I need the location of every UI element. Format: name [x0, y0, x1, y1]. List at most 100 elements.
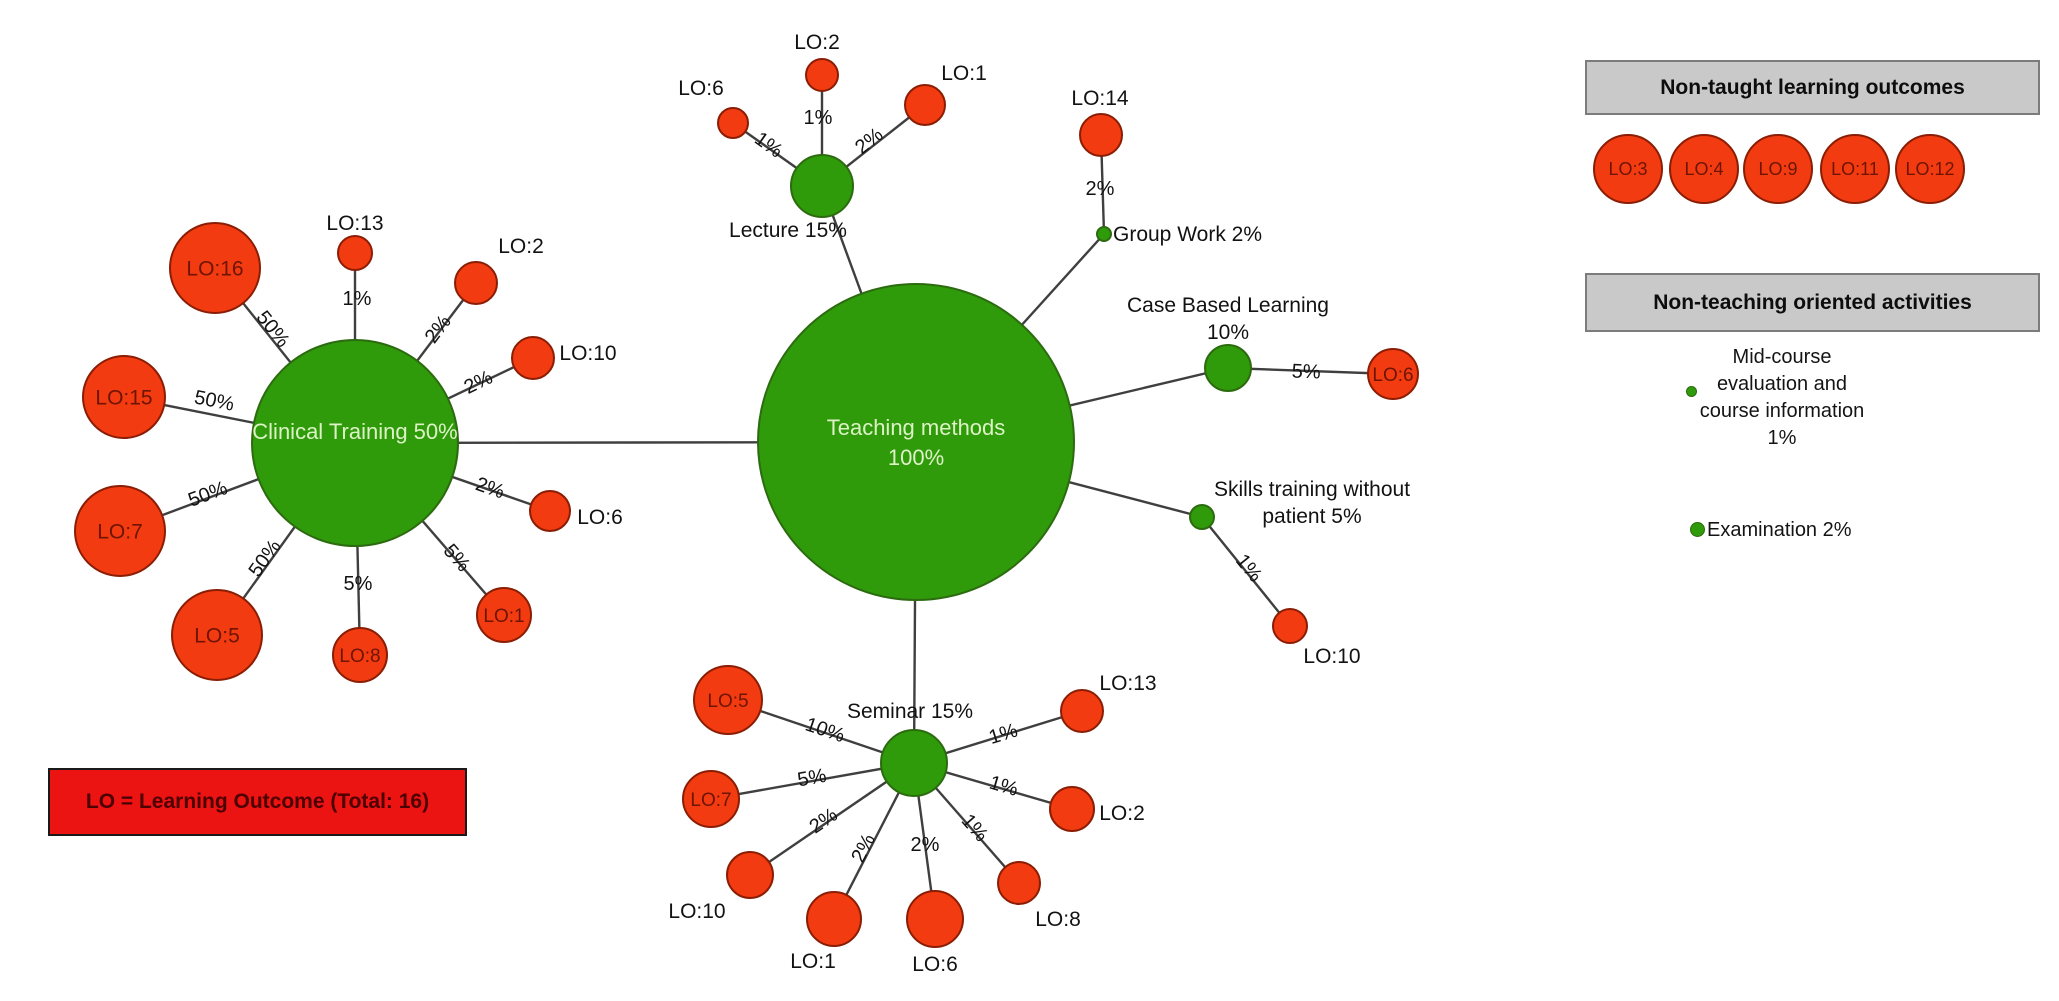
non-taught-lo-chip: LO:3	[1593, 134, 1663, 204]
edge-percent-clinical-c-lo16: 50%	[252, 307, 294, 352]
examination-text: Examination 2%	[1707, 519, 1852, 541]
edge-percent-skills-sk-lo10: 1%	[1231, 550, 1266, 586]
node-label-s-lo2: LO:2	[1099, 802, 1145, 825]
edge-case-cb-lo6	[1227, 366, 1394, 376]
node-c-lo13	[337, 235, 373, 271]
edge-percent-clinical-c-lo13: 1%	[343, 288, 372, 310]
hub-text-teaching: Teaching methods	[827, 415, 1006, 440]
node-l-lo6	[717, 107, 749, 139]
node-seminar	[880, 729, 948, 797]
node-label-s-lo13: LO:13	[1099, 672, 1156, 695]
node-label-s-lo6: LO:6	[912, 953, 958, 976]
node-sk-lo10	[1272, 608, 1308, 644]
node-s-lo13	[1060, 689, 1104, 733]
node-skills	[1189, 504, 1215, 530]
non-taught-lo-label: LO:4	[1684, 158, 1724, 179]
node-clinical	[251, 339, 459, 547]
node-l-lo2	[805, 58, 839, 92]
node-label-case: 10%	[1207, 321, 1249, 344]
edge-percent-seminar-s-lo13: 1%	[986, 719, 1020, 749]
node-label-sk-lo10: LO:10	[1303, 645, 1360, 668]
midcourse-line: course information	[1699, 400, 1865, 422]
node-l-lo1	[904, 84, 946, 126]
edge-percent-clinical-c-lo8: 5%	[344, 573, 373, 595]
node-text-c-lo8: LO:8	[339, 646, 380, 667]
node-text-c-lo7: LO:7	[97, 521, 143, 544]
edge-percent-clinical-c-lo7: 50%	[185, 477, 230, 512]
node-label-c-lo10: LO:10	[559, 342, 616, 365]
node-s-lo10	[726, 851, 774, 899]
legend-box: LO = Learning Outcome (Total: 16)	[48, 768, 467, 836]
hub-text-teaching: 100%	[888, 445, 944, 470]
edge-percent-case-cb-lo6: 5%	[1291, 360, 1321, 383]
edge-percent-clinical-c-lo6: 2%	[473, 473, 508, 503]
non-teaching-title-box: Non-teaching oriented activities	[1585, 273, 2040, 332]
node-label-skills: patient 5%	[1262, 505, 1361, 528]
edge-percent-groupwork-lo14: 2%	[1086, 178, 1115, 200]
nodes	[74, 58, 1419, 948]
node-s-lo5	[693, 665, 763, 735]
node-case	[1204, 344, 1252, 392]
non-taught-lo-label: LO:12	[1905, 158, 1955, 179]
labels: 50%1%2%2%2%5%5%50%50%50%1%1%2%2%5%1%10%5…	[95, 31, 1413, 976]
node-s-lo1	[806, 891, 862, 947]
node-s-lo6	[906, 890, 964, 948]
non-taught-lo-label: LO:9	[1758, 158, 1798, 179]
node-label-c-lo13: LO:13	[326, 212, 383, 235]
non-taught-lo-chip: LO:11	[1820, 134, 1890, 204]
node-c-lo1	[476, 587, 532, 643]
midcourse-label: Mid-course evaluation and course informa…	[1662, 344, 1902, 452]
non-taught-lo-chip: LO:12	[1895, 134, 1965, 204]
midcourse-dot-icon	[1686, 386, 1697, 397]
node-label-c-lo2: LO:2	[498, 235, 544, 258]
non-taught-lo-chip: LO:4	[1669, 134, 1739, 204]
node-label-l-lo2: LO:2	[794, 31, 840, 54]
node-label-case: Case Based Learning	[1127, 294, 1329, 317]
node-text-c-lo1: LO:1	[483, 606, 524, 627]
node-c-lo7	[74, 485, 166, 577]
non-taught-lo-label: LO:11	[1831, 158, 1879, 179]
node-cb-lo6	[1367, 348, 1419, 400]
midcourse-line: Mid-course	[1732, 346, 1832, 368]
node-lecture	[790, 154, 854, 218]
node-label-s-lo1: LO:1	[790, 950, 836, 973]
node-s-lo7	[682, 770, 740, 828]
node-label-groupwork: Group Work 2%	[1113, 223, 1262, 246]
node-c-lo5	[171, 589, 263, 681]
examination-dot-icon	[1690, 522, 1705, 537]
edge-percent-clinical-c-lo10: 2%	[461, 366, 497, 398]
node-groupwork	[1096, 226, 1112, 242]
edge-percent-seminar-s-lo8: 1%	[957, 810, 993, 846]
edge-percent-clinical-c-lo5: 50%	[245, 536, 286, 582]
node-label-s-lo8: LO:8	[1035, 908, 1081, 931]
node-s-lo2	[1049, 786, 1095, 832]
edge-percent-seminar-s-lo7: 5%	[796, 765, 829, 792]
edge-percent-lecture-l-lo1: 2%	[851, 124, 887, 159]
non-taught-title: Non-taught learning outcomes	[1660, 75, 1965, 99]
non-taught-lo-label: LO:3	[1608, 158, 1648, 179]
node-text-cb-lo6: LO:6	[1372, 365, 1413, 386]
node-label-l-lo1: LO:1	[941, 62, 987, 85]
midcourse-line: evaluation and	[1716, 373, 1848, 395]
node-s-lo8	[997, 861, 1041, 905]
node-label-s-lo10: LO:10	[668, 900, 725, 923]
node-text-c-lo5: LO:5	[194, 625, 240, 648]
non-taught-lo-chip: LO:9	[1743, 134, 1813, 204]
non-taught-title-box: Non-taught learning outcomes	[1585, 60, 2040, 115]
node-label-skills: Skills training without	[1214, 478, 1410, 501]
edge-skills-sk-lo10	[1201, 516, 1291, 627]
edge-percent-seminar-s-lo6: 2%	[911, 834, 940, 856]
edge-percent-seminar-s-lo2: 1%	[987, 772, 1021, 801]
edge-percent-seminar-s-lo5: 10%	[802, 713, 847, 747]
node-label-c-lo6: LO:6	[577, 506, 623, 529]
node-text-s-lo5: LO:5	[707, 691, 748, 712]
edge-percent-lecture-l-lo2: 1%	[804, 107, 833, 129]
node-c-lo15	[82, 355, 166, 439]
edge-percent-seminar-s-lo1: 2%	[847, 830, 880, 866]
node-label-l-lo6: LO:6	[678, 77, 724, 100]
hub-text-clinical: Clinical Training 50%	[252, 419, 457, 444]
examination-label: Examination 2%	[1707, 518, 1852, 542]
node-label-seminar: Seminar 15%	[847, 700, 973, 723]
node-label-lecture: Lecture 15%	[729, 219, 847, 242]
